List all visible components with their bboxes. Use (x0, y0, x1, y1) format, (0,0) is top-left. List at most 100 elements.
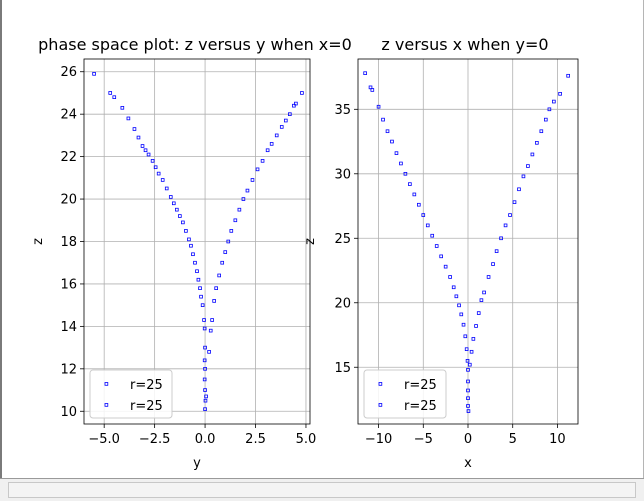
data-point (250, 178, 255, 182)
y-tick-label: 35 (334, 103, 351, 118)
x-tick-label: 5 (509, 432, 517, 447)
data-point (439, 254, 443, 259)
data-point (454, 294, 459, 299)
data-point (508, 213, 512, 217)
x-axis-label: x (464, 456, 472, 471)
legend: r=25 r=25 (363, 369, 447, 419)
data-point (207, 350, 211, 354)
series-0 (92, 72, 304, 411)
data-point (461, 322, 466, 327)
data-point (178, 214, 182, 218)
data-point (202, 358, 207, 363)
y-tick-label: 20 (334, 296, 351, 311)
data-point (294, 101, 298, 106)
data-point (363, 71, 367, 75)
data-point (466, 396, 470, 400)
data-point (464, 347, 469, 351)
data-point (229, 229, 234, 233)
data-point (408, 182, 412, 186)
data-point (552, 99, 556, 104)
data-point (187, 237, 191, 242)
data-point (425, 223, 430, 228)
data-point (153, 165, 158, 170)
data-point (237, 207, 242, 212)
data-point (547, 107, 552, 112)
data-point (474, 324, 478, 328)
data-point (457, 303, 461, 308)
data-point (184, 229, 188, 233)
x-tick-label: −10 (365, 432, 392, 447)
legend-entry-label: r=25 (404, 399, 437, 414)
data-point (544, 117, 548, 122)
data-point (203, 345, 207, 350)
data-point (260, 159, 265, 163)
data-point (265, 148, 270, 153)
data-point (164, 186, 169, 191)
legend-marker (378, 382, 383, 386)
data-point (269, 142, 274, 146)
data-point (421, 213, 426, 217)
data-point (412, 192, 417, 197)
x-tick-label: −5 (414, 432, 433, 447)
data-point (459, 312, 464, 317)
data-point (120, 106, 125, 110)
data-point (200, 303, 205, 307)
chart-title: phase space plot: z versus y when x=0 (38, 35, 352, 54)
data-point (204, 394, 208, 399)
data-point (160, 178, 165, 182)
data-point (233, 218, 238, 223)
data-point (181, 220, 185, 225)
data-point (203, 388, 207, 392)
x-tick-label: 0.0 (195, 432, 216, 447)
data-point (202, 318, 206, 322)
data-point (156, 171, 161, 176)
legend: r=25 r=25 (89, 369, 173, 419)
x-tick-label: −2.5 (139, 432, 171, 447)
y-tick-label: 25 (334, 232, 351, 247)
data-point (466, 388, 470, 393)
y-tick-label: 16 (60, 277, 77, 292)
data-point (430, 233, 435, 238)
x-tick-label: 0 (464, 432, 472, 447)
x-tick-label: 2.5 (245, 432, 266, 447)
y-tick-label: 12 (60, 362, 77, 377)
data-point (476, 311, 481, 315)
data-point (530, 152, 535, 157)
data-point (220, 260, 225, 265)
data-point (214, 286, 218, 290)
data-point (558, 92, 562, 96)
data-point (283, 118, 288, 123)
status-bar (0, 478, 644, 501)
data-point (482, 290, 486, 295)
y-tick-label: 24 (60, 108, 77, 123)
data-point (471, 337, 476, 341)
legend-frame (363, 369, 447, 419)
y-tick-label: 26 (60, 65, 77, 80)
data-point (370, 88, 375, 92)
data-point (202, 377, 207, 382)
data-point (195, 269, 199, 274)
data-point (292, 103, 296, 108)
legend-marker (104, 382, 109, 386)
data-point (198, 286, 202, 290)
data-point (466, 404, 470, 408)
data-point (212, 299, 216, 303)
data-point (136, 135, 141, 140)
legend-frame (89, 369, 173, 419)
data-point (403, 171, 408, 176)
data-point (512, 200, 517, 204)
data-point (390, 139, 394, 144)
data-point (199, 294, 203, 299)
data-point (503, 223, 508, 228)
legend-entry-label: r=25 (130, 399, 163, 414)
right-subplot: −10 −5 0 5 10 15 20 25 30 35 z versus x when y=0 x z… (303, 35, 579, 471)
data-point (448, 275, 452, 279)
status-bar-field (8, 482, 636, 498)
data-point (193, 260, 197, 265)
data-point (394, 151, 399, 155)
y-tick-label: 10 (60, 405, 77, 420)
data-point (203, 367, 207, 371)
data-point (463, 334, 468, 339)
data-point (499, 236, 503, 241)
